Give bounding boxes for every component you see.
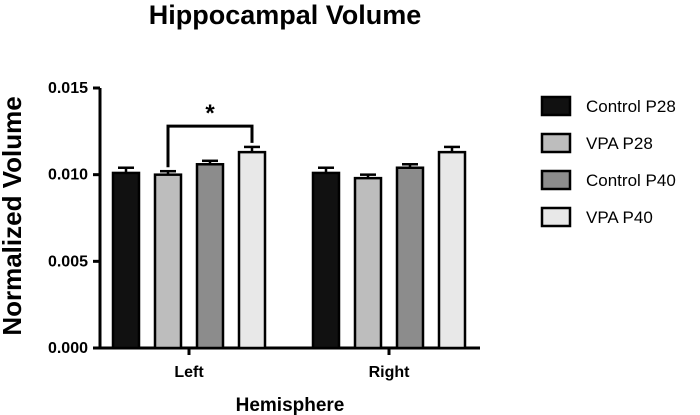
y-tick-label: 0.010	[48, 167, 88, 184]
y-tick-label: 0.005	[48, 253, 88, 270]
legend-swatch	[540, 132, 572, 154]
y-tick-label: 0.000	[48, 340, 88, 357]
x-axis-label: Hemisphere	[236, 395, 345, 415]
y-tick-label: 0.015	[48, 80, 88, 97]
legend-swatch	[540, 95, 572, 117]
chart-title: Hippocampal Volume	[149, 0, 422, 30]
plot-area: 0.000 0.005 0.010 0.015 Left Right *	[48, 80, 480, 381]
bar	[153, 173, 183, 350]
bar	[395, 166, 425, 350]
bar	[195, 163, 225, 350]
x-tick-label: Right	[369, 364, 411, 381]
legend-swatch	[540, 169, 572, 191]
significance-marker: *	[205, 100, 215, 127]
significance-bracket	[166, 124, 254, 168]
legend-label: VPA P28	[586, 134, 653, 153]
bar	[311, 171, 341, 350]
legend-label: VPA P40	[586, 208, 653, 227]
legend-label: Control P40	[586, 171, 676, 190]
legend-swatch	[540, 206, 572, 228]
y-axis-label: Normalized Volume	[0, 96, 27, 335]
bar	[111, 171, 141, 350]
bar	[353, 176, 383, 350]
bar	[237, 150, 267, 350]
bar	[437, 150, 467, 350]
x-tick-label: Left	[174, 364, 204, 381]
legend: Control P28 VPA P28 Control P40 VPA P40	[540, 95, 676, 228]
legend-label: Control P28	[586, 97, 676, 116]
